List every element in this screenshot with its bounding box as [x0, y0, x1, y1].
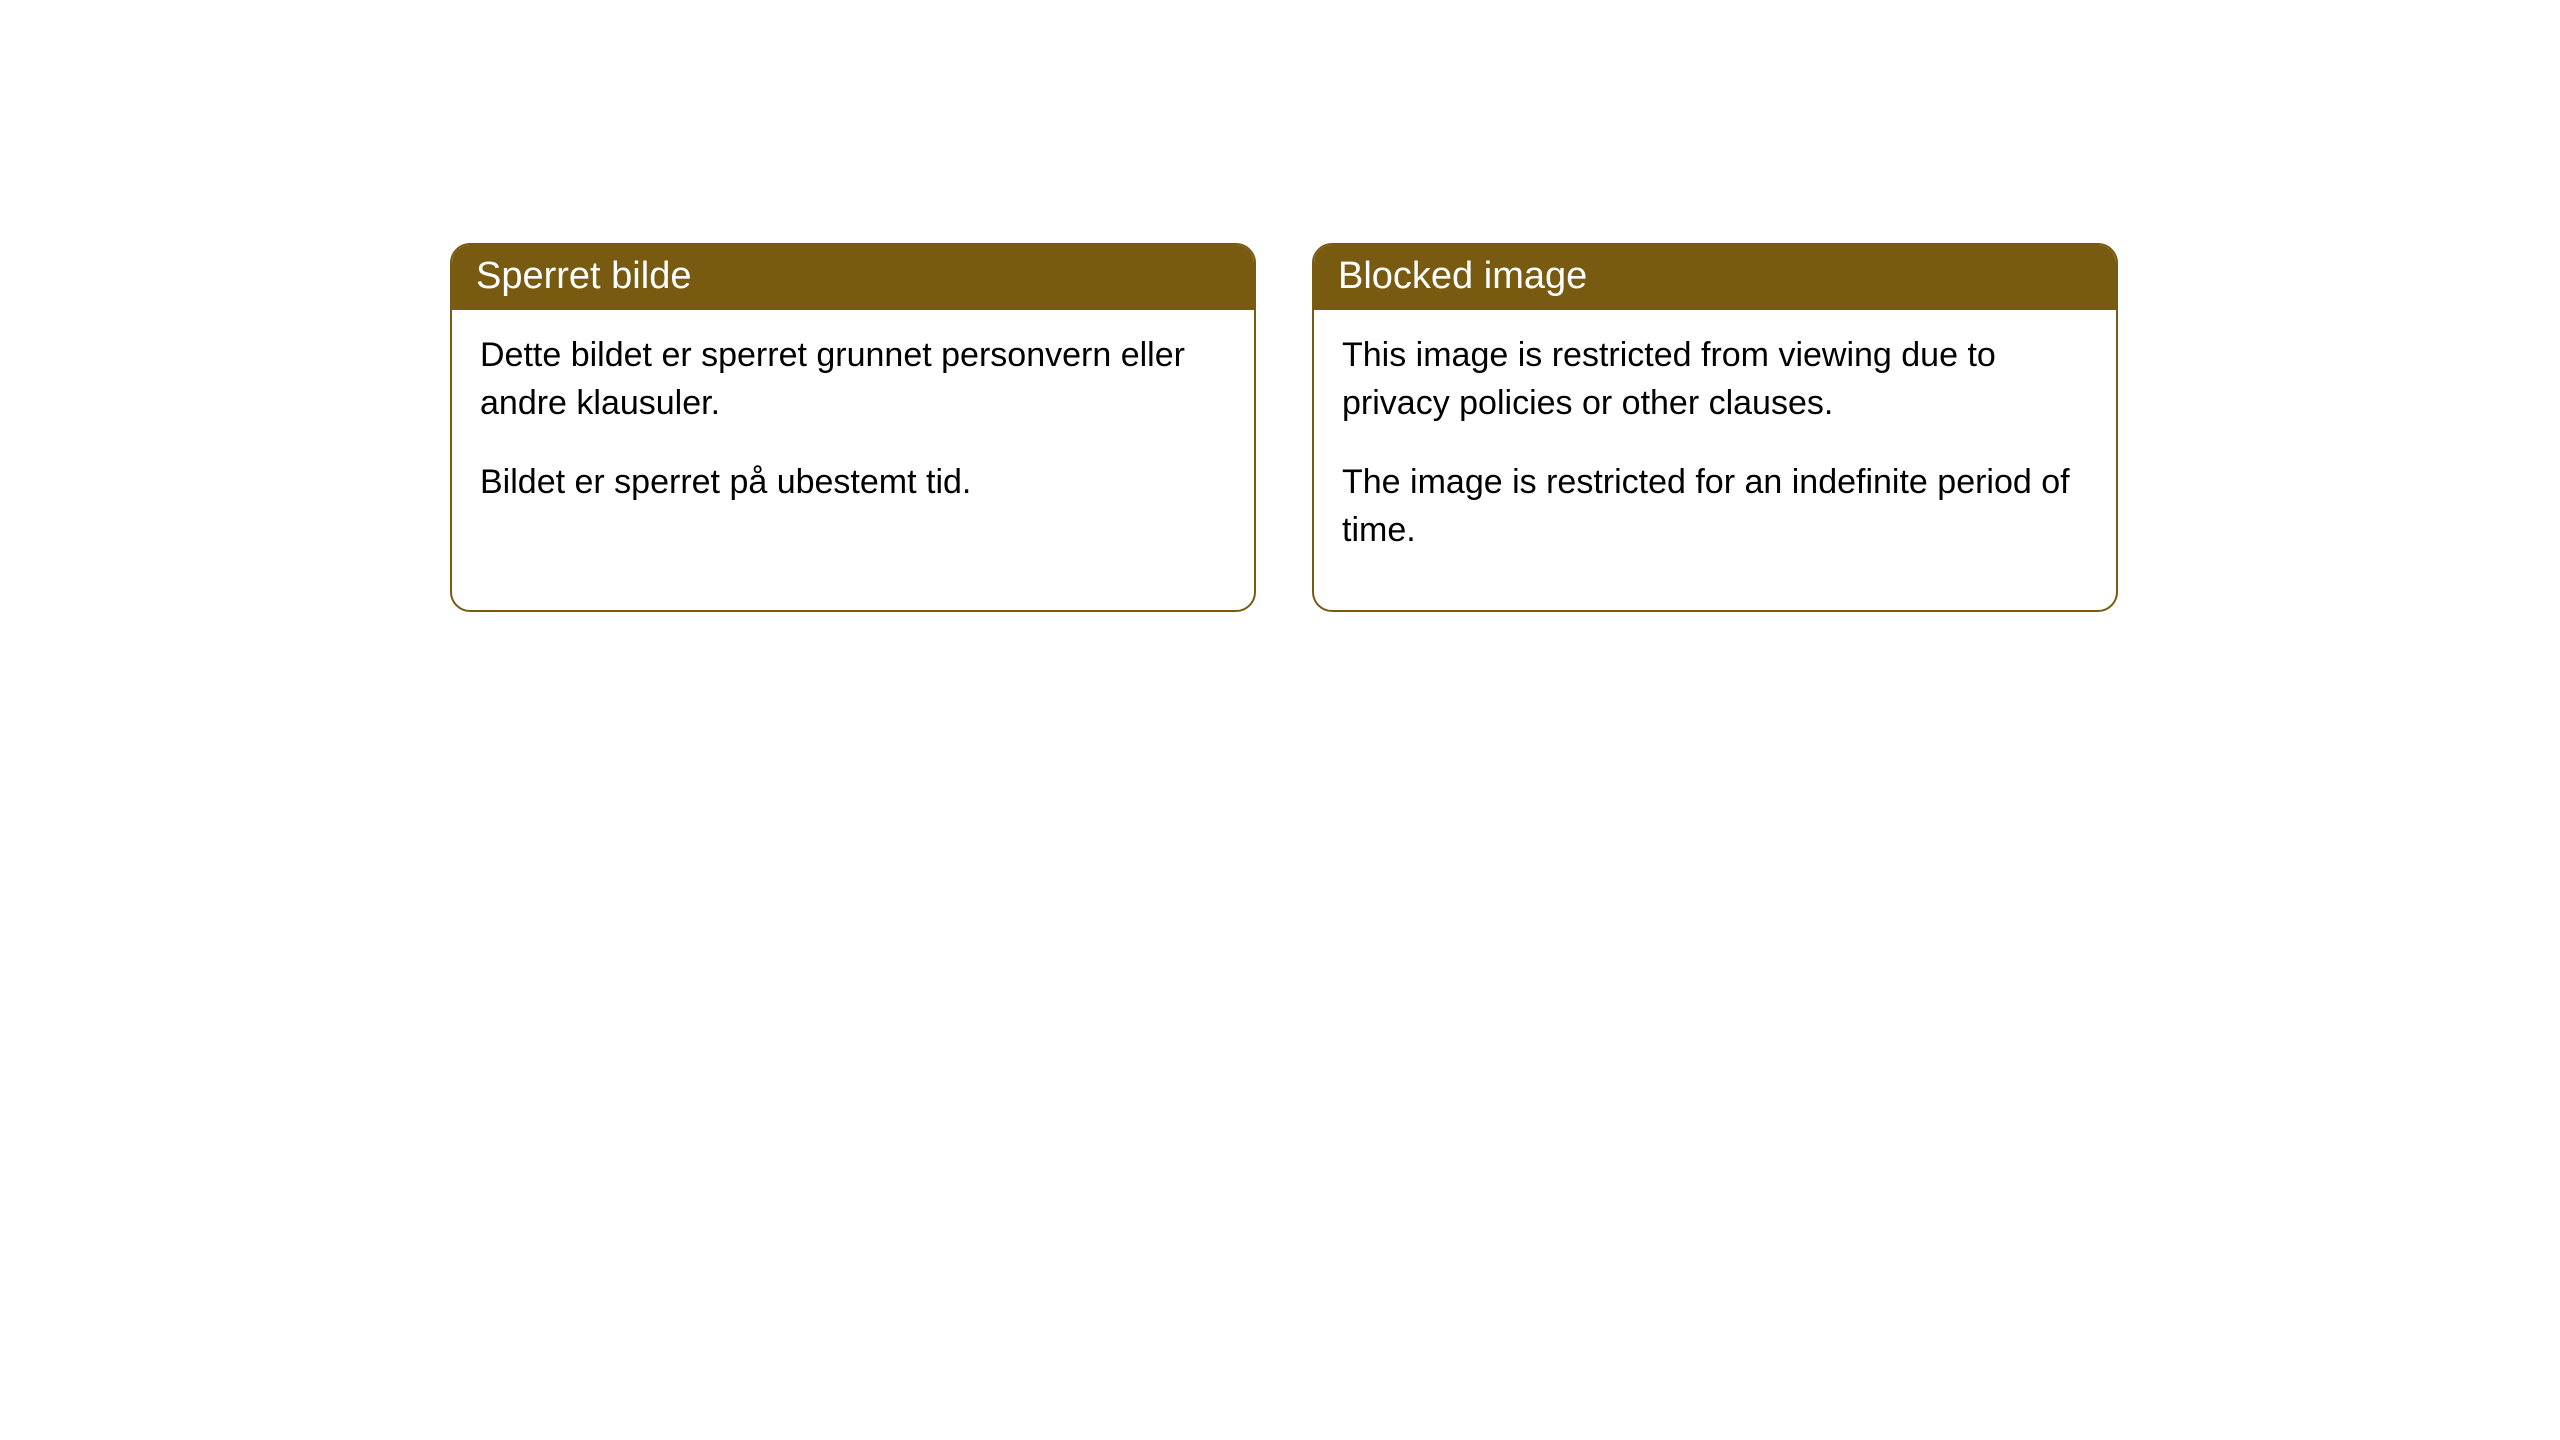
card-title: Sperret bilde	[476, 255, 691, 297]
blocked-image-card-english: Blocked image This image is restricted f…	[1312, 243, 2118, 612]
card-paragraph-1: This image is restricted from viewing du…	[1342, 332, 2088, 427]
card-paragraph-1: Dette bildet er sperret grunnet personve…	[480, 332, 1226, 427]
blocked-image-card-norwegian: Sperret bilde Dette bildet er sperret gr…	[450, 243, 1256, 612]
card-header-norwegian: Sperret bilde	[452, 245, 1254, 310]
card-paragraph-2: The image is restricted for an indefinit…	[1342, 459, 2088, 554]
cards-container: Sperret bilde Dette bildet er sperret gr…	[0, 0, 2560, 612]
card-paragraph-2: Bildet er sperret på ubestemt tid.	[480, 459, 1226, 507]
card-body-norwegian: Dette bildet er sperret grunnet personve…	[452, 310, 1254, 563]
card-title: Blocked image	[1338, 255, 1587, 297]
card-header-english: Blocked image	[1314, 245, 2116, 310]
card-body-english: This image is restricted from viewing du…	[1314, 310, 2116, 610]
